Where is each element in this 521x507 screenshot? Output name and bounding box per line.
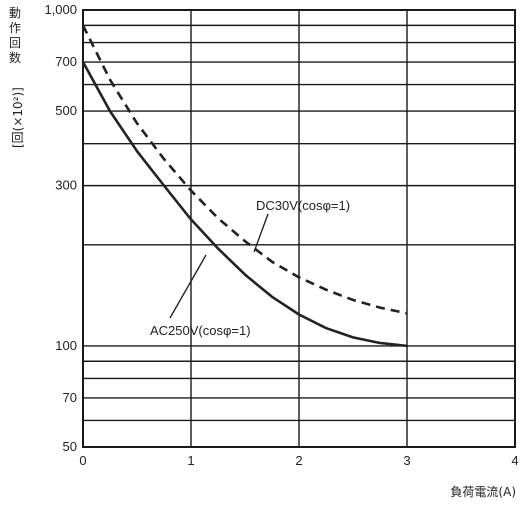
series-group [81, 24, 409, 348]
x-tick-label: 3 [403, 453, 410, 468]
plot-frame [82, 9, 516, 448]
y-tick-label: 100 [55, 338, 77, 353]
ac250v-annotation: AC250V(cosφ=1) [150, 323, 251, 338]
ac250v-leader [169, 254, 207, 319]
series-line-ac250v [81, 60, 409, 348]
y-axis-title-char-1: 作 [9, 21, 21, 35]
y-tick-label: 50 [63, 439, 77, 454]
tick-labels: 1,000 700 500 300 100 70 500 1 2 3 4 [44, 2, 518, 468]
dc30v-annotation: DC30V(cosφ=1) [256, 198, 350, 213]
y-axis-unit: [回(×10²)] [11, 87, 25, 148]
annotation-leaders [169, 213, 269, 319]
y-axis-title-char-3: 数 [9, 50, 21, 65]
y-axis-title-char-0: 動 [9, 6, 21, 20]
x-tick-label: 1 [187, 453, 194, 468]
y-tick-label: 1,000 [44, 2, 77, 17]
grid [82, 9, 516, 448]
y-axis-title-char-2: 回 [9, 36, 21, 50]
x-tick-label: 2 [295, 453, 302, 468]
dc30v-leader [253, 213, 269, 253]
series-line-dc30v [81, 24, 408, 315]
y-tick-label: 500 [55, 103, 77, 118]
y-tick-label: 70 [63, 390, 77, 405]
x-tick-label: 4 [511, 453, 518, 468]
y-tick-label: 700 [55, 54, 77, 69]
y-axis-title: 動 作 回 数 [回(×10²)] [9, 6, 25, 148]
x-axis-title: 負荷電流(A) [450, 485, 516, 499]
x-tick-label: 0 [79, 453, 86, 468]
y-tick-label: 300 [55, 178, 77, 193]
